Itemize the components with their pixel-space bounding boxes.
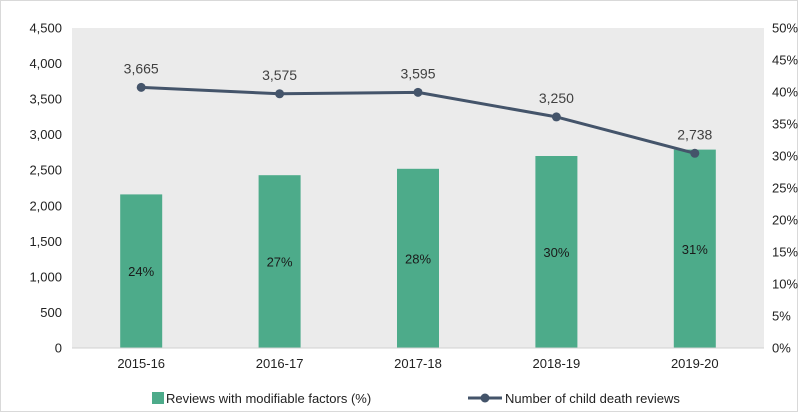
y-right-tick: 50% [772,21,798,36]
line-label-2016-17: 3,575 [262,67,297,83]
line-label-2015-16: 3,665 [124,60,159,76]
legend-label-bars: Reviews with modifiable factors (%) [166,391,371,406]
x-axis: 2015-16 2016-17 2017-18 2018-19 2019-20 [72,347,764,371]
bar-2019-20 [673,149,716,348]
y-right-tick: 35% [772,117,798,132]
line-point-2016-17 [275,89,285,99]
bar-2017-18 [397,168,439,348]
y-right-tick: 40% [772,85,798,100]
bar-label-2017-18: 28% [405,251,431,266]
line-point-2019-20 [690,148,700,158]
legend-swatch-marker [480,393,490,403]
legend-label-line: Number of child death reviews [505,391,680,406]
line-label-2017-18: 3,595 [400,65,435,81]
y-left-tick: 4,000 [29,56,62,71]
bar-2015-16 [120,194,163,348]
y-left-tick: 2,500 [29,163,62,178]
bar-label-2016-17: 27% [267,255,293,270]
bar-2018-19 [535,156,578,348]
bar-label-2018-19: 30% [543,245,569,260]
x-tick-2016-17: 2016-17 [256,356,304,371]
y-right-tick: 45% [772,53,798,68]
line-point-2018-19 [551,112,561,122]
y-axis-right: 0% 5% 10% 15% 20% 25% 30% 35% 40% 45% 50% [772,21,798,356]
y-left-tick: 0 [55,341,62,356]
x-tick-2019-20: 2019-20 [671,356,719,371]
bar-label-2019-20: 31% [682,242,708,257]
y-right-tick: 15% [772,245,798,260]
bar-labels: 24% 27% 28% 30% 31% [128,242,708,279]
legend-swatch-bars [152,392,164,404]
y-left-tick: 4,500 [29,21,62,36]
line-labels: 3,665 3,575 3,595 3,250 2,738 [124,60,713,142]
bar-series [120,149,716,348]
y-right-tick: 25% [772,181,798,196]
legend: Reviews with modifiable factors (%) Numb… [152,391,680,406]
line-label-2018-19: 3,250 [539,90,574,106]
y-right-tick: 5% [772,309,791,324]
x-tick-2015-16: 2015-16 [117,356,165,371]
y-left-tick: 1,000 [29,269,62,284]
y-left-tick: 3,000 [29,127,62,142]
line-point-2017-18 [413,87,423,97]
bar-label-2015-16: 24% [128,264,154,279]
bar-2016-17 [258,175,301,348]
line-label-2019-20: 2,738 [677,126,712,142]
y-right-tick: 0% [772,341,791,356]
y-right-tick: 20% [772,213,798,228]
y-left-tick: 2,000 [29,198,62,213]
y-axis-left: 0 500 1,000 1,500 2,000 2,500 3,000 3,500 4,000 4… [29,21,62,356]
x-tick-2018-19: 2018-19 [533,356,581,371]
y-left-tick: 500 [40,305,62,320]
x-tick-2017-18: 2017-18 [394,356,442,371]
y-right-tick: 10% [772,277,798,292]
y-left-tick: 1,500 [29,234,62,249]
y-right-tick: 30% [772,149,798,164]
y-left-tick: 3,500 [29,92,62,107]
line-series [136,82,700,158]
line-point-2015-16 [136,82,146,92]
